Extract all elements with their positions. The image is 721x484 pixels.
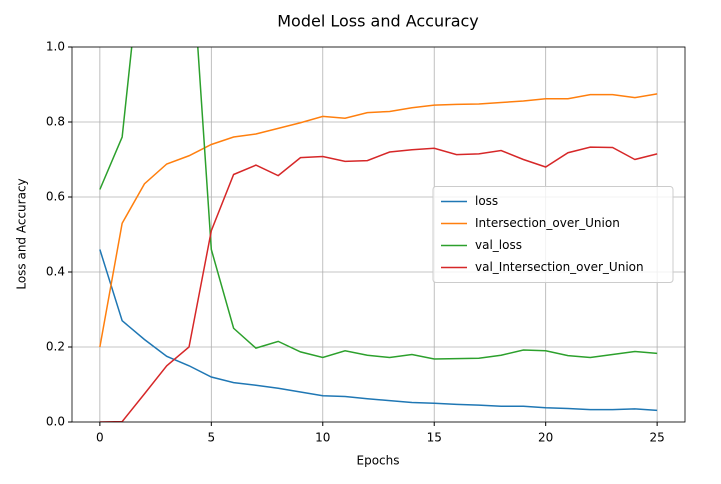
chart-title: Model Loss and Accuracy: [277, 12, 479, 31]
lines: [99, 47, 658, 422]
x-tick-label: 10: [315, 431, 330, 445]
legend-label: loss: [475, 194, 498, 208]
grid: 0.0 0.2 0.4 0.6 0.8 1.0 0 5 10 15 20 25: [46, 40, 685, 445]
legend-label: val_loss: [475, 238, 522, 252]
data-line: [99, 47, 658, 360]
y-tick-label: 1.0: [46, 40, 65, 54]
y-tick-label: 0.2: [46, 340, 65, 354]
x-axis-label: Epochs: [357, 454, 400, 468]
data-line: [99, 146, 658, 422]
x-tick-label: 20: [538, 431, 553, 445]
y-tick-label: 0.6: [46, 190, 65, 204]
y-tick-label: 0.8: [46, 115, 65, 129]
y-tick-label: 0.4: [46, 265, 65, 279]
x-tick-label: 15: [427, 431, 442, 445]
legend: loss Intersection_over_Union val_loss val_I…: [432, 186, 674, 283]
data-line: [99, 93, 658, 348]
y-axis-label: Loss and Accuracy: [15, 178, 29, 289]
y-tick-label: 0.0: [46, 415, 65, 429]
x-tick-label: 0: [96, 431, 104, 445]
plot-frame: [71, 46, 686, 423]
x-tick-label: 5: [207, 431, 215, 445]
legend-label: val_Intersection_over_Union: [475, 260, 644, 274]
legend-box: [432, 186, 674, 283]
x-tick-label: 25: [649, 431, 664, 445]
data-line: [99, 249, 658, 412]
legend-label: Intersection_over_Union: [475, 216, 620, 230]
